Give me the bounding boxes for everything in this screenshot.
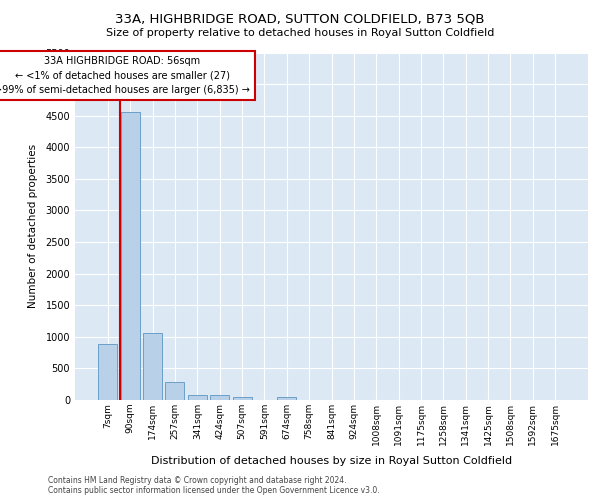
Bar — [143, 333, 162, 400]
Bar — [98, 344, 118, 400]
Bar — [210, 395, 229, 400]
Text: Contains public sector information licensed under the Open Government Licence v3: Contains public sector information licen… — [48, 486, 380, 495]
Bar — [277, 397, 296, 400]
Bar — [166, 382, 184, 400]
Bar — [233, 397, 251, 400]
Y-axis label: Number of detached properties: Number of detached properties — [28, 144, 38, 308]
Text: Size of property relative to detached houses in Royal Sutton Coldfield: Size of property relative to detached ho… — [106, 28, 494, 38]
Text: 33A HIGHBRIDGE ROAD: 56sqm
← <1% of detached houses are smaller (27)
>99% of sem: 33A HIGHBRIDGE ROAD: 56sqm ← <1% of deta… — [0, 56, 250, 96]
Text: Contains HM Land Registry data © Crown copyright and database right 2024.: Contains HM Land Registry data © Crown c… — [48, 476, 347, 485]
Bar — [188, 395, 207, 400]
Text: 33A, HIGHBRIDGE ROAD, SUTTON COLDFIELD, B73 5QB: 33A, HIGHBRIDGE ROAD, SUTTON COLDFIELD, … — [115, 12, 485, 26]
X-axis label: Distribution of detached houses by size in Royal Sutton Coldfield: Distribution of detached houses by size … — [151, 456, 512, 466]
Bar — [121, 112, 140, 400]
